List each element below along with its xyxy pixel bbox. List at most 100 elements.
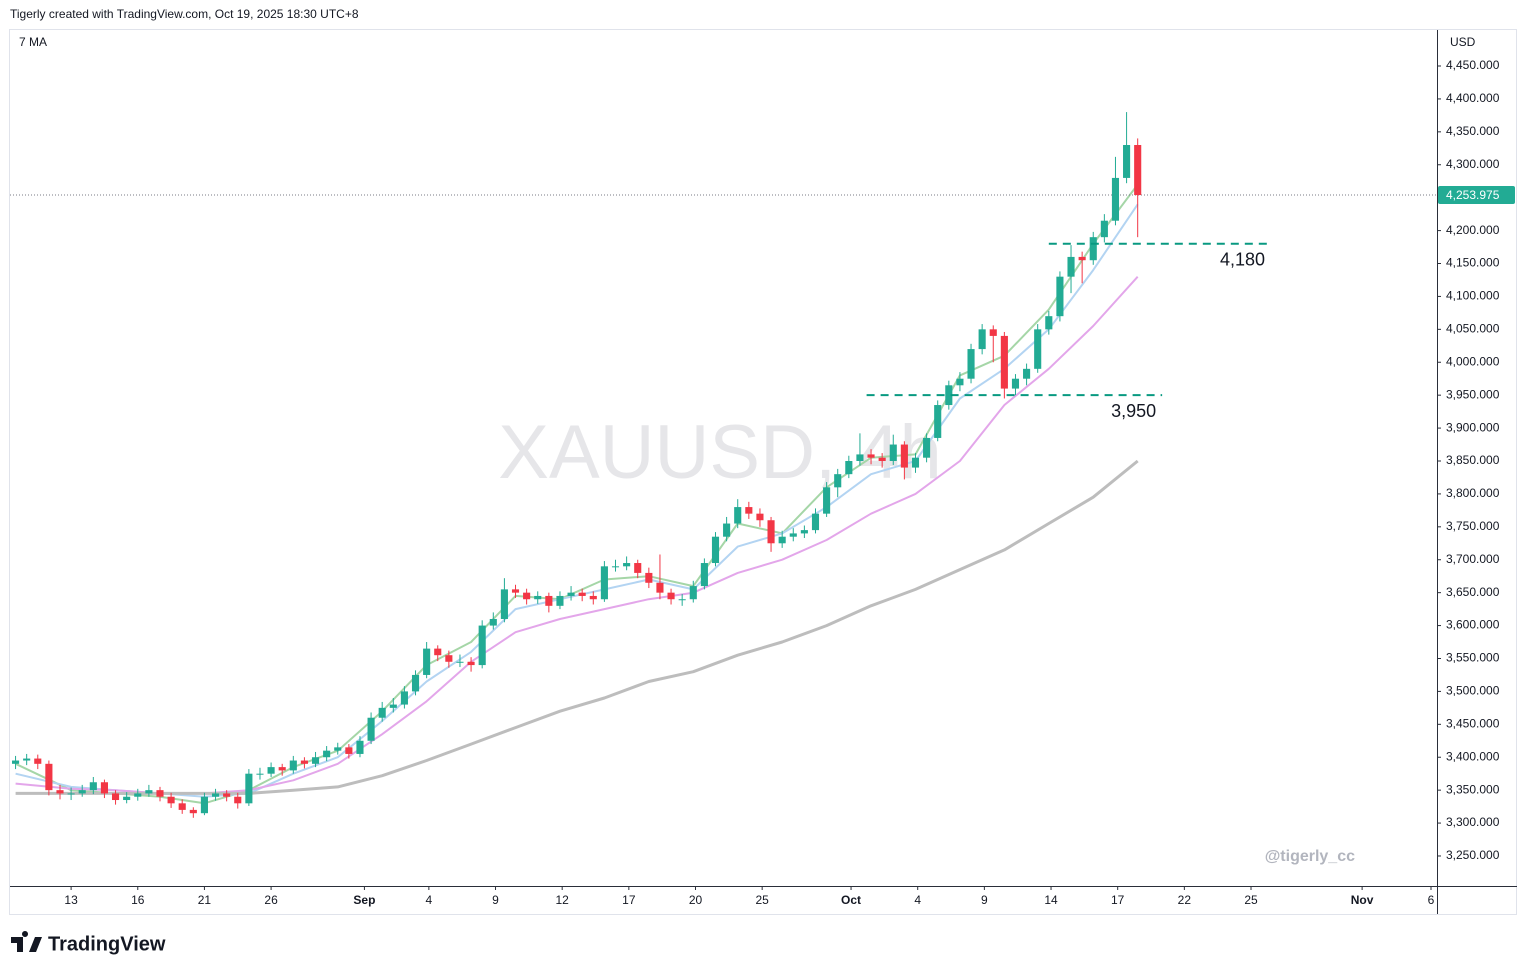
x-tick-label: 4	[426, 893, 433, 907]
candle-body	[800, 530, 808, 534]
x-tick-label: 9	[981, 893, 988, 907]
candle-body	[367, 717, 375, 741]
y-tick-label: 3,500.000	[1446, 684, 1500, 698]
x-tick-label: 25	[1244, 893, 1258, 907]
candle-body	[1123, 145, 1131, 178]
candle-body	[945, 385, 953, 406]
candle-body	[711, 536, 720, 564]
candle-body	[278, 767, 286, 771]
candle-body	[600, 566, 608, 600]
candle-body	[23, 758, 31, 761]
x-tick-label: 17	[1111, 893, 1125, 907]
candle-body	[445, 655, 453, 662]
x-tick-label: 4	[914, 893, 921, 907]
candle-body	[1056, 276, 1064, 317]
candle-body	[289, 760, 297, 771]
candle-body	[500, 589, 508, 619]
candle-body	[156, 790, 164, 797]
candle-body	[123, 796, 131, 801]
candle-body	[456, 661, 464, 663]
y-tick-label: 4,150.000	[1446, 256, 1500, 270]
candle-body	[556, 595, 564, 606]
candle-body	[45, 763, 53, 791]
candle-body	[623, 563, 631, 567]
x-tick-label: 20	[689, 893, 703, 907]
frame	[9, 29, 1517, 915]
y-tick-label: 3,600.000	[1446, 618, 1500, 632]
candle-body	[34, 758, 42, 764]
candle-body	[534, 595, 542, 600]
candle-body	[100, 782, 108, 794]
y-tick-label: 4,050.000	[1446, 322, 1500, 336]
y-tick-label: 4,300.000	[1446, 157, 1500, 171]
candle-body	[656, 582, 664, 593]
y-tick-label: 4,200.000	[1446, 223, 1500, 237]
y-tick-label: 4,350.000	[1446, 124, 1500, 138]
last-price-tag	[1438, 186, 1515, 205]
candle-body	[778, 536, 786, 544]
y-tick-label: 3,300.000	[1446, 815, 1500, 829]
candle-body	[189, 809, 197, 814]
candle-body	[200, 796, 208, 814]
x-tick-label: 9	[492, 893, 499, 907]
candle-body	[845, 460, 853, 475]
last-price-label: 4,253.975	[1446, 188, 1500, 202]
candle-body	[578, 592, 586, 596]
candle-body	[1011, 378, 1020, 389]
candle-body	[834, 474, 842, 488]
candle-body	[1023, 368, 1031, 379]
candle-body	[934, 405, 942, 438]
candle-body	[1067, 256, 1075, 277]
candle-body	[334, 747, 342, 751]
candle-body	[389, 704, 397, 708]
candle-body	[356, 740, 364, 754]
candle-body	[1045, 316, 1053, 330]
y-tick-label: 3,750.000	[1446, 519, 1500, 533]
x-tick-label: 6	[1428, 893, 1435, 907]
candle-body	[756, 513, 764, 521]
candle-body	[956, 378, 964, 386]
candle-body	[378, 707, 386, 718]
y-tick-label: 3,250.000	[1446, 848, 1500, 862]
candle-body	[734, 507, 742, 524]
plot-area: XAUUSD, 4h	[10, 112, 1437, 818]
logo-text: TradingView	[48, 933, 166, 955]
candle-body	[1078, 256, 1086, 261]
candle-body	[645, 572, 653, 583]
candle-body	[511, 589, 520, 593]
candle-body	[923, 437, 931, 458]
x-tick-label: 12	[555, 893, 569, 907]
level-label: 4,180	[1220, 250, 1265, 270]
candle-body	[678, 599, 686, 601]
candle-body	[323, 750, 331, 758]
candle-body	[611, 566, 620, 568]
level-label: 3,950	[1111, 401, 1156, 421]
candle-body	[723, 523, 731, 537]
y-tick-label: 3,950.000	[1446, 387, 1500, 401]
candle-body	[689, 586, 697, 600]
x-tick-label: Sep	[353, 893, 375, 907]
legend: 7 MA	[19, 35, 47, 49]
candle-body	[823, 487, 831, 514]
candle-body	[1089, 237, 1097, 261]
candle-body	[345, 747, 353, 754]
y-tick-label: 3,350.000	[1446, 782, 1500, 796]
candle-body	[245, 773, 253, 804]
signature: @tigerly_cc	[1265, 848, 1355, 865]
candle-body	[211, 793, 220, 797]
candle-body	[167, 796, 175, 804]
candle-body	[545, 595, 553, 606]
candle-body	[911, 457, 920, 468]
candle-body	[111, 793, 120, 801]
candle-body	[745, 507, 753, 514]
candle-body	[567, 592, 575, 596]
watermark: XAUUSD, 4h	[498, 410, 942, 495]
y-tick-label: 4,450.000	[1446, 58, 1500, 72]
logo-icon	[11, 930, 42, 952]
candle-body	[145, 790, 153, 794]
candle-body	[467, 661, 475, 666]
candle-body	[67, 793, 75, 795]
candle-body	[489, 618, 497, 626]
